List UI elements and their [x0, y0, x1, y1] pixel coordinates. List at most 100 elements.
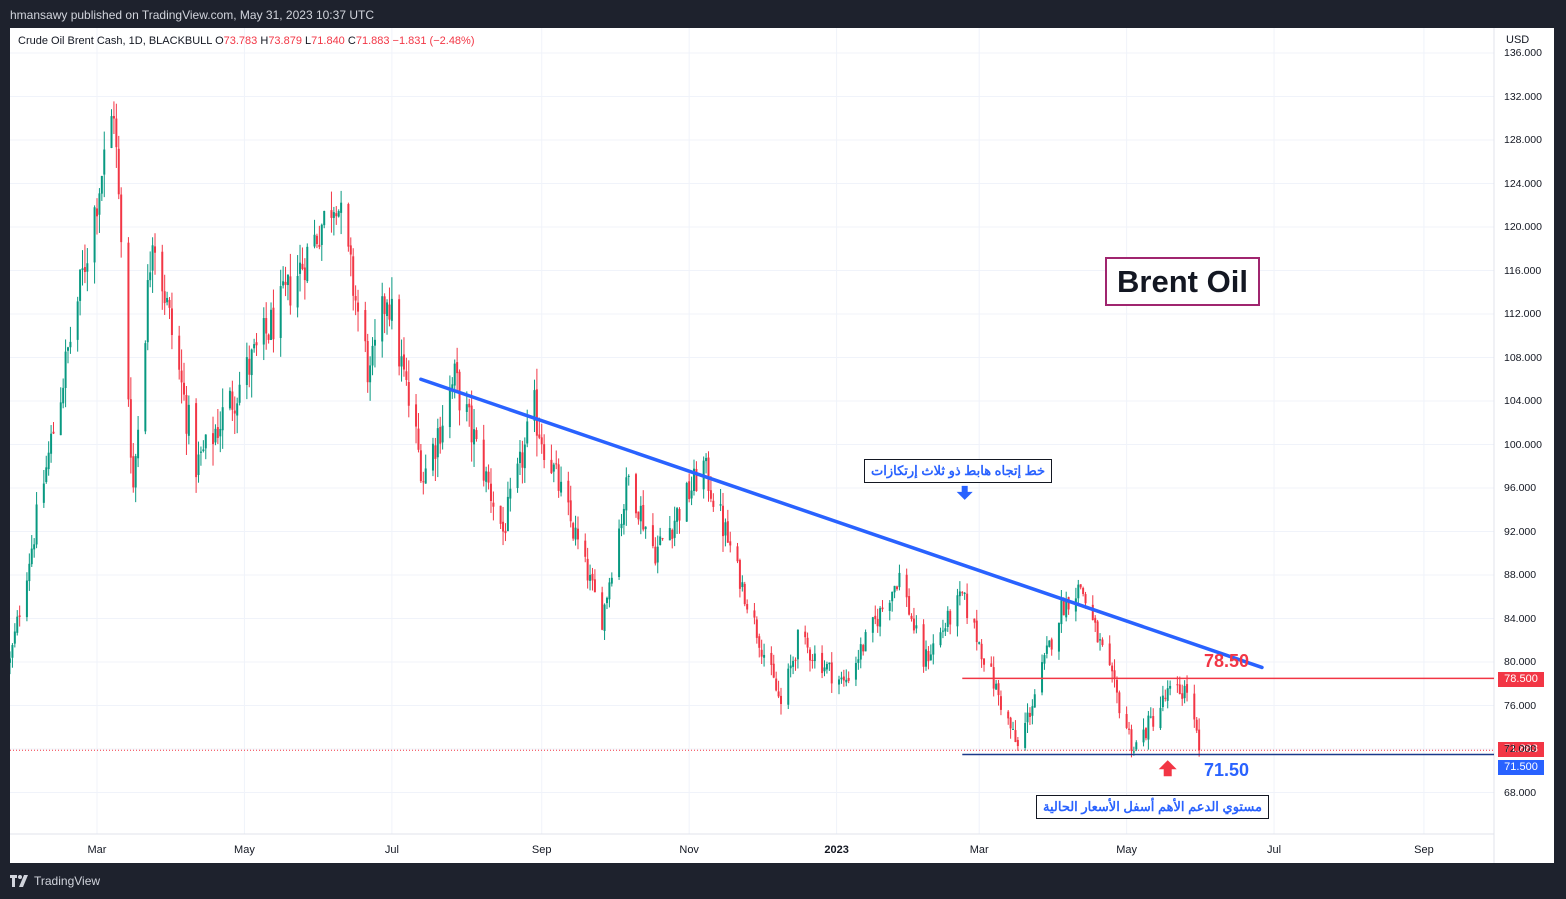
candle-body	[50, 433, 53, 454]
candle-body	[557, 464, 560, 491]
candle-body	[1094, 617, 1097, 623]
candle-body	[149, 272, 152, 281]
time-tick-label: Jul	[1267, 844, 1282, 856]
candle-body	[758, 636, 761, 648]
candle-body	[364, 310, 367, 342]
time-tick-label: 2023	[824, 844, 849, 856]
candle-body	[656, 546, 659, 563]
open-value: 73.783	[223, 35, 258, 47]
candle-body	[963, 592, 966, 594]
candle-body	[238, 384, 241, 403]
candle-body	[13, 631, 16, 644]
candle-body	[804, 631, 807, 638]
candle-body	[838, 679, 841, 685]
candle-body	[540, 437, 543, 445]
candle-body	[330, 210, 333, 218]
candle-body	[296, 275, 299, 308]
candle-body	[654, 546, 657, 564]
candle-body	[811, 659, 814, 661]
candle-body	[925, 649, 928, 667]
candle-body	[746, 604, 749, 610]
candle-body	[161, 251, 164, 292]
candle-body	[574, 527, 577, 540]
candle-body	[386, 302, 389, 316]
low-label: L	[305, 35, 312, 47]
candle-body	[1007, 711, 1010, 719]
tradingview-brand: TradingView	[34, 874, 101, 888]
candle-body	[59, 402, 62, 436]
candle-body	[25, 580, 28, 618]
candle-body	[569, 500, 572, 522]
candle-body	[502, 521, 505, 532]
candle-body	[671, 529, 674, 539]
candle-body	[183, 382, 186, 395]
candle-body	[419, 450, 422, 482]
candle-body	[605, 597, 608, 604]
candle-body	[1128, 728, 1131, 730]
candle-body	[417, 428, 420, 450]
candle-body	[888, 602, 891, 611]
candle-body	[1183, 685, 1186, 699]
chart-panel[interactable]: Crude Oil Brent Cash, 1D, BLACKBULL O73.…	[10, 28, 1554, 863]
candle-body	[219, 428, 222, 437]
candle-body	[1142, 729, 1145, 743]
time-tick-label: May	[234, 844, 255, 856]
candle-body	[349, 245, 352, 255]
candle-body	[823, 667, 826, 672]
candle-body	[859, 644, 862, 660]
candle-body	[64, 351, 67, 388]
candle-body	[999, 696, 1002, 710]
candle-body	[424, 468, 427, 484]
down-arrow-icon	[956, 485, 973, 500]
candle-body	[1181, 693, 1184, 699]
price-tick-label: 124.000	[1504, 177, 1542, 190]
candle-body	[415, 404, 418, 427]
candle-body	[990, 663, 993, 667]
candle-body	[509, 488, 512, 499]
candle-body	[1057, 622, 1060, 652]
candle-body	[555, 463, 558, 465]
candle-body	[729, 541, 732, 546]
candle-body	[487, 471, 490, 483]
price-tick-label: 104.000	[1504, 395, 1542, 407]
candle-body	[772, 663, 775, 678]
candle-body	[390, 298, 393, 321]
candle-body	[854, 662, 857, 680]
candle-body	[857, 659, 860, 663]
candle-body	[436, 428, 439, 458]
tradingview-logo[interactable]: TradingView	[10, 874, 100, 888]
price-tick-label: 116.000	[1504, 264, 1542, 277]
title-box: Brent Oil	[1105, 257, 1260, 306]
candle-body	[789, 665, 792, 669]
candle-body	[738, 560, 741, 589]
candle-body	[864, 632, 867, 652]
candle-body	[922, 624, 925, 667]
candle-body	[1084, 594, 1087, 604]
candle-body	[997, 683, 1000, 696]
price-tick-label: 112.000	[1504, 308, 1542, 320]
candle-body	[876, 618, 879, 627]
candle-body	[995, 683, 998, 690]
candle-body	[956, 595, 959, 627]
candle-body	[282, 281, 285, 286]
price-chart[interactable]	[10, 28, 1554, 863]
candle-body	[637, 511, 640, 520]
candle-body	[896, 586, 899, 590]
candle-body	[659, 536, 662, 546]
candle-body	[966, 593, 969, 619]
candle-body	[221, 407, 224, 431]
candle-body	[1178, 684, 1181, 695]
candle-body	[828, 662, 831, 665]
candle-body	[608, 582, 611, 600]
candle-body	[576, 528, 579, 540]
candle-body	[18, 615, 21, 617]
candle-body	[134, 456, 137, 488]
candle-body	[1101, 639, 1104, 646]
candle-body	[1077, 584, 1080, 599]
candle-body	[120, 194, 123, 243]
candle-body	[1118, 692, 1121, 714]
candle-body	[661, 538, 664, 540]
candle-body	[16, 616, 19, 633]
candle-body	[35, 504, 38, 545]
candle-body	[639, 505, 642, 522]
